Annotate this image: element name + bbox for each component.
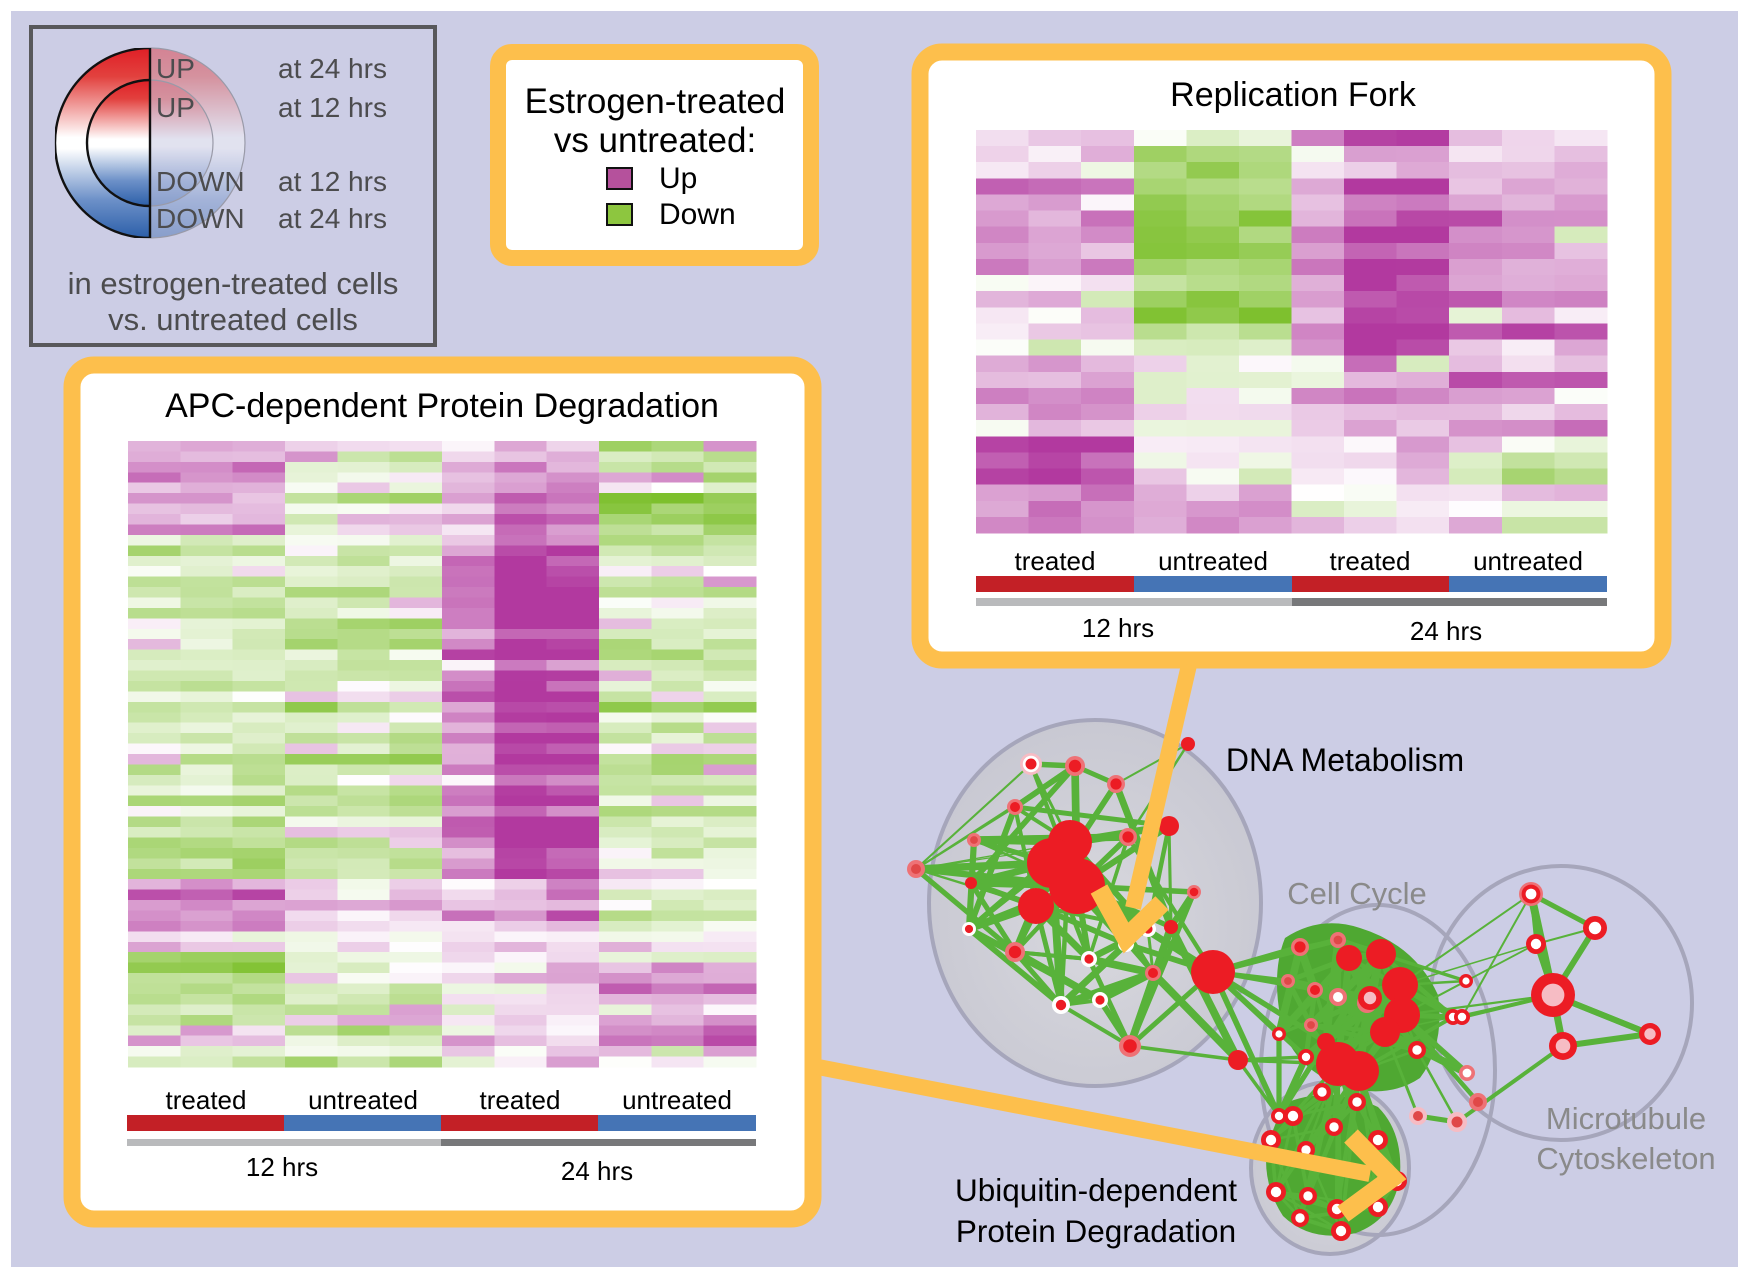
svg-text:untreated: untreated — [308, 1085, 418, 1115]
svg-text:Down: Down — [659, 198, 736, 231]
svg-text:UP: UP — [156, 53, 195, 84]
svg-text:treated: treated — [1330, 546, 1411, 576]
svg-text:DOWN: DOWN — [156, 203, 245, 234]
svg-text:treated: treated — [1015, 546, 1096, 576]
svg-text:24 hrs: 24 hrs — [561, 1156, 633, 1186]
svg-text:12 hrs: 12 hrs — [246, 1152, 318, 1182]
svg-text:at 24 hrs: at 24 hrs — [278, 53, 387, 84]
svg-text:Up: Up — [659, 162, 697, 195]
svg-text:Replication Fork: Replication Fork — [1170, 76, 1417, 114]
svg-text:APC-dependent Protein Degradat: APC-dependent Protein Degradation — [165, 387, 719, 425]
svg-text:treated: treated — [166, 1085, 247, 1115]
svg-text:untreated: untreated — [622, 1085, 732, 1115]
svg-text:Protein Degradation: Protein Degradation — [956, 1213, 1236, 1249]
svg-text:at 24 hrs: at 24 hrs — [278, 203, 387, 234]
svg-text:12 hrs: 12 hrs — [1082, 613, 1154, 643]
svg-text:Microtubule: Microtubule — [1546, 1101, 1706, 1136]
svg-text:vs untreated:: vs untreated: — [554, 121, 756, 160]
svg-text:untreated: untreated — [1158, 546, 1268, 576]
svg-text:Estrogen-treated: Estrogen-treated — [525, 82, 786, 121]
svg-text:DOWN: DOWN — [156, 166, 245, 197]
svg-text:24 hrs: 24 hrs — [1410, 616, 1482, 646]
svg-text:untreated: untreated — [1473, 546, 1583, 576]
svg-text:Cytoskeleton: Cytoskeleton — [1536, 1141, 1715, 1176]
svg-text:UP: UP — [156, 92, 195, 123]
svg-text:Ubiquitin-dependent: Ubiquitin-dependent — [955, 1172, 1237, 1208]
svg-text:at 12 hrs: at 12 hrs — [278, 92, 387, 123]
svg-text:DNA Metabolism: DNA Metabolism — [1226, 742, 1464, 778]
svg-text:in estrogen-treated cells: in estrogen-treated cells — [68, 266, 399, 301]
svg-text:vs. untreated cells: vs. untreated cells — [108, 302, 358, 337]
svg-text:at 12 hrs: at 12 hrs — [278, 166, 387, 197]
svg-text:Cell Cycle: Cell Cycle — [1287, 876, 1427, 911]
svg-text:treated: treated — [480, 1085, 561, 1115]
